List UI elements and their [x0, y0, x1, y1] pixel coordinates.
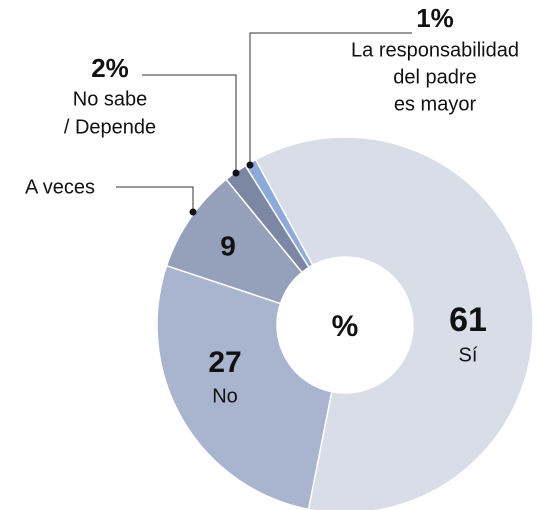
leader-line: [116, 186, 194, 212]
category-label: del padre: [393, 66, 476, 88]
leader-dot: [232, 169, 240, 177]
leader-line: [249, 32, 412, 165]
leader-dot: [189, 208, 197, 216]
leader-dot: [246, 161, 254, 169]
category-label: / Depende: [64, 116, 156, 138]
slice: [156, 264, 333, 510]
category-label: No: [212, 385, 238, 407]
category-label: A veces: [25, 176, 95, 198]
category-label: Sí: [459, 344, 478, 366]
category-label: es mayor: [394, 93, 477, 115]
leader-line: [142, 74, 237, 173]
center-label: %: [332, 310, 359, 343]
category-label: No sabe: [73, 88, 148, 110]
value-label: 1%: [416, 3, 454, 33]
value-label: 61: [449, 301, 487, 339]
slices: [156, 136, 534, 510]
slice: [254, 136, 534, 510]
category-label: La responsabilidad: [351, 39, 519, 61]
value-label: 2%: [91, 53, 129, 83]
value-label: 27: [208, 346, 241, 379]
value-label: 9: [220, 230, 236, 261]
